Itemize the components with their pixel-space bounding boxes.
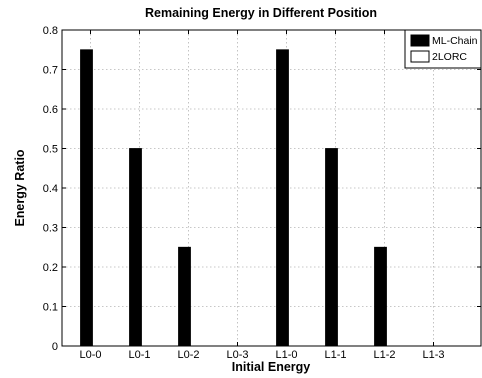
y-tick-label: 0.7	[43, 65, 58, 77]
x-tick-label: L0-3	[226, 349, 248, 361]
bar-ml-chain-l1-0	[276, 49, 289, 347]
bar-ml-chain-l0-2	[178, 246, 191, 347]
x-ticks: L0-0 L0-1 L0-2 L0-3 L1-0 L1-1 L1-2 L1-3	[79, 30, 445, 361]
y-tick-label: 0.5	[43, 144, 58, 156]
x-tick-label: L1-2	[373, 349, 395, 361]
grid	[62, 30, 481, 346]
y-tick-label: 0.4	[43, 183, 58, 195]
legend-label-ml-chain: ML-Chain	[432, 35, 478, 47]
legend-swatch-2lorc	[410, 50, 430, 63]
legend-swatch-ml-chain	[410, 34, 430, 47]
bars	[80, 49, 387, 347]
chart-title: Remaining Energy in Different Position	[145, 6, 377, 20]
x-tick-label: L0-1	[128, 349, 150, 361]
x-tick-label: L1-3	[422, 349, 444, 361]
legend: ML-Chain 2LORC	[404, 29, 482, 69]
y-ticks: 0 0.1 0.2 0.3 0.4 0.5 0.6 0.7 0.8	[43, 25, 481, 353]
y-tick-label: 0.8	[43, 25, 58, 37]
y-tick-label: 0.6	[43, 104, 58, 116]
x-tick-label: L1-0	[275, 349, 297, 361]
bar-ml-chain-l1-1	[325, 148, 338, 347]
x-tick-label: L1-1	[324, 349, 346, 361]
bar-ml-chain-l0-1	[129, 148, 142, 347]
y-tick-label: 0.3	[43, 223, 58, 235]
y-tick-label: 0.1	[43, 302, 58, 314]
x-tick-label: L0-2	[177, 349, 199, 361]
bar-ml-chain-l1-2	[374, 246, 387, 347]
y-tick-label: 0.2	[43, 262, 58, 274]
y-axis-label: Energy Ratio	[13, 149, 27, 226]
y-tick-label: 0	[52, 341, 58, 353]
x-tick-label: L0-0	[79, 349, 101, 361]
x-axis-label: Initial Energy	[232, 360, 311, 374]
bar-ml-chain-l0-0	[80, 49, 93, 347]
legend-label-2lorc: 2LORC	[432, 51, 467, 63]
